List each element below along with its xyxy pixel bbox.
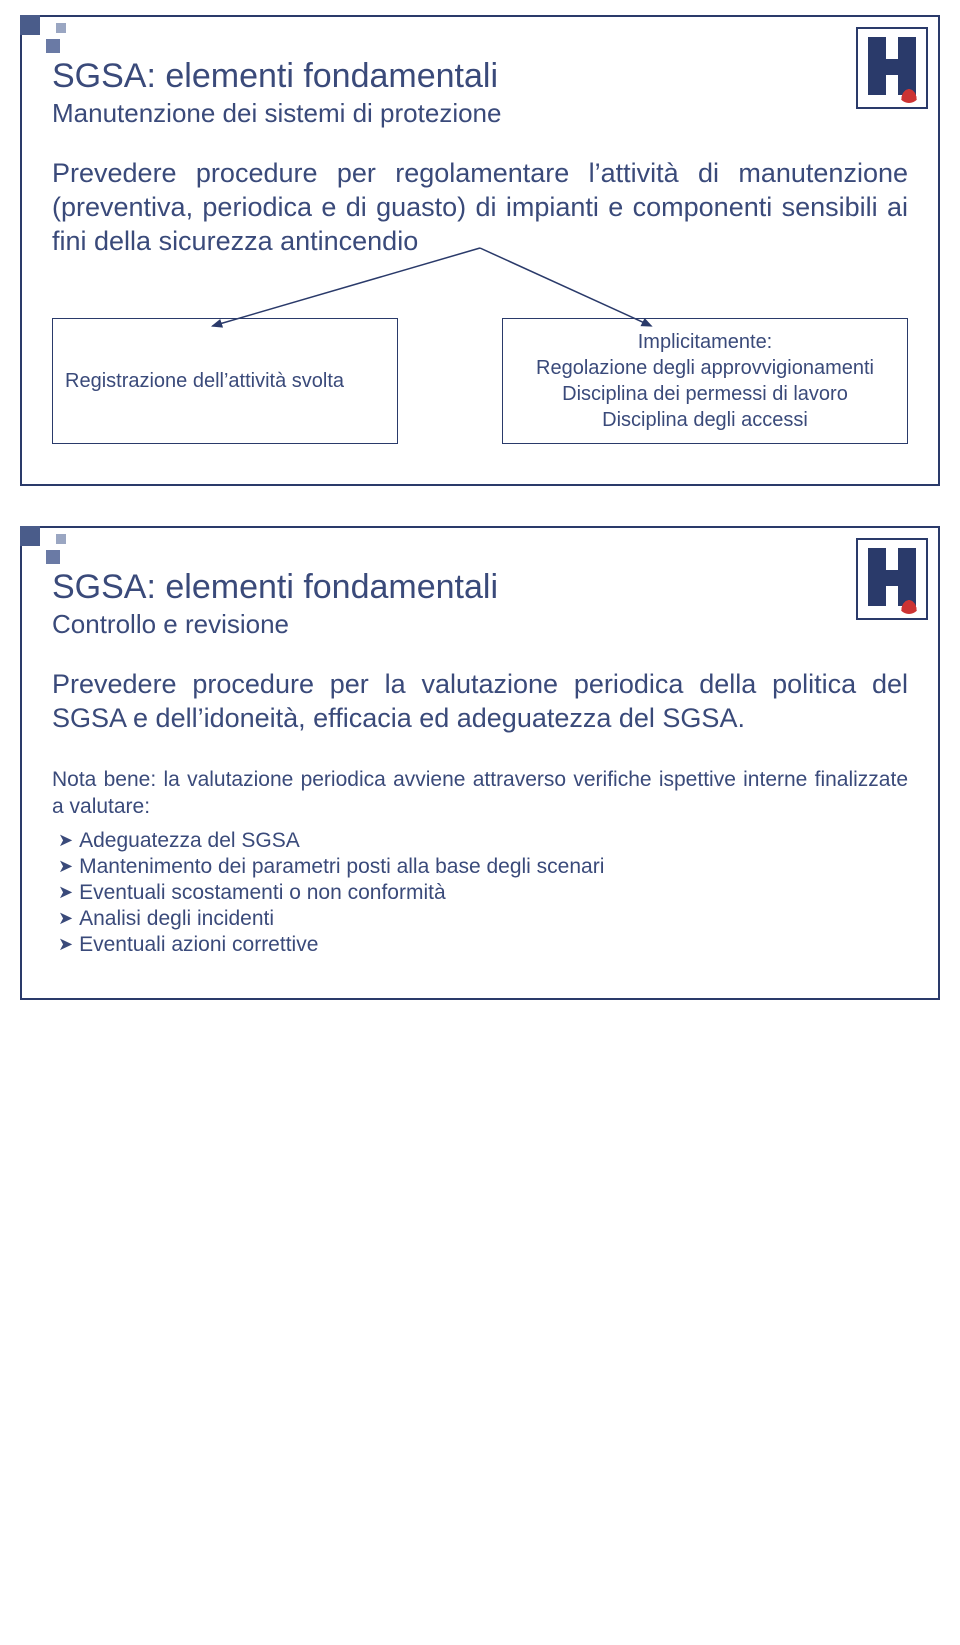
- bullet-item: Eventuali scostamenti o non conformità: [58, 880, 908, 906]
- decor-square: [56, 534, 66, 544]
- lead-paragraph: Prevedere procedure per regolamentare l’…: [52, 157, 908, 258]
- bullet-item: Mantenimento dei parametri posti alla ba…: [58, 854, 908, 880]
- branch-boxes: Registrazione dell’attività svolta Impli…: [52, 318, 908, 444]
- bullet-item: Analisi degli incidenti: [58, 906, 908, 932]
- bullet-item: Eventuali azioni correttive: [58, 932, 908, 958]
- lead-paragraph: Prevedere procedure per la valutazione p…: [52, 668, 908, 736]
- slide-subtitle: Manutenzione dei sistemi di protezione: [52, 98, 908, 129]
- box-implicit-line: Disciplina dei permessi di lavoro: [515, 381, 895, 407]
- note-lead: Nota bene: la valutazione periodica avvi…: [52, 766, 908, 821]
- h-flame-logo-icon: [856, 538, 928, 620]
- slide-subtitle: Controllo e revisione: [52, 609, 908, 640]
- decor-square: [46, 39, 60, 53]
- branch-arrows-svg: [52, 248, 908, 338]
- box-registration-text: Registrazione dell’attività svolta: [65, 370, 344, 393]
- decor-square: [20, 526, 40, 546]
- slide-1: SGSA: elementi fondamentali Manutenzione…: [20, 15, 940, 486]
- box-implicit-line: Regolazione degli approvvigionamenti: [515, 355, 895, 381]
- bullet-list: Adeguatezza del SGSA Mantenimento dei pa…: [52, 828, 908, 958]
- decor-square: [46, 550, 60, 564]
- slide-2: SGSA: elementi fondamentali Controllo e …: [20, 526, 940, 1000]
- h-flame-logo-icon: [856, 27, 928, 109]
- decor-square: [56, 23, 66, 33]
- decor-square: [20, 15, 40, 35]
- bullet-item: Adeguatezza del SGSA: [58, 828, 908, 854]
- slide-title: SGSA: elementi fondamentali: [52, 57, 908, 96]
- box-implicit-line: Disciplina degli accessi: [515, 407, 895, 433]
- slide-title: SGSA: elementi fondamentali: [52, 568, 908, 607]
